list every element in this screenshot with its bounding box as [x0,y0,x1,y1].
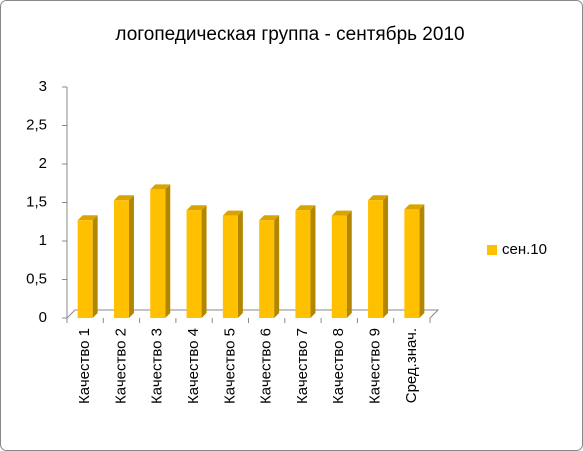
bar-side [237,210,243,318]
floor [66,309,440,319]
bar-side [274,215,280,318]
y-tick-label: 0 [39,309,47,326]
x-tick-label: Качество 3 [149,328,166,404]
bar-top [368,195,389,201]
bar-side [346,210,352,318]
bar [186,210,202,318]
bar-top [404,204,425,210]
bar-side [419,204,425,318]
bar-side [201,205,207,318]
bar-top [295,205,316,211]
bar-top [77,215,98,221]
y-tick-label: 0,5 [26,270,47,287]
bar-side [128,195,134,318]
x-tick-label: Сред.знач. [403,328,420,403]
bar [368,200,384,318]
bar [222,215,238,318]
chart-title: логопедическая группа - сентябрь 2010 [115,24,464,45]
x-tick-label: Качество 4 [185,328,202,404]
bar [150,189,166,318]
bar-top [331,210,352,216]
y-tick-label: 2,5 [26,116,47,133]
bar-top [150,184,171,190]
bar [113,200,129,318]
x-tick-label: Качество 7 [294,328,311,404]
y-tick-label: 1,5 [26,193,47,210]
bar [404,209,420,318]
bar-side [165,184,171,318]
bar [295,210,311,318]
x-tick-label: Качество 9 [367,328,384,404]
bar-top [186,205,207,211]
y-tick-label: 1 [39,232,47,249]
y-tick-label: 2 [39,155,47,172]
x-tick-label: Качество 6 [258,328,275,404]
y-tick-label: 3 [39,78,47,95]
x-tick-label: Качество 8 [330,328,347,404]
legend-label: сен.10 [502,241,547,258]
bar-top [222,210,243,216]
bar-side [383,195,389,318]
x-tick-label: Качество 5 [221,328,238,404]
legend-swatch [487,245,497,255]
bar [77,220,93,318]
x-tick-label: Качество 2 [112,328,129,404]
bar [259,220,275,318]
bar-side [310,205,316,318]
bar-top [259,215,280,221]
bar [331,215,347,318]
bar-top [113,195,134,201]
x-tick-label: Качество 1 [76,328,93,404]
bar-side [92,215,98,318]
